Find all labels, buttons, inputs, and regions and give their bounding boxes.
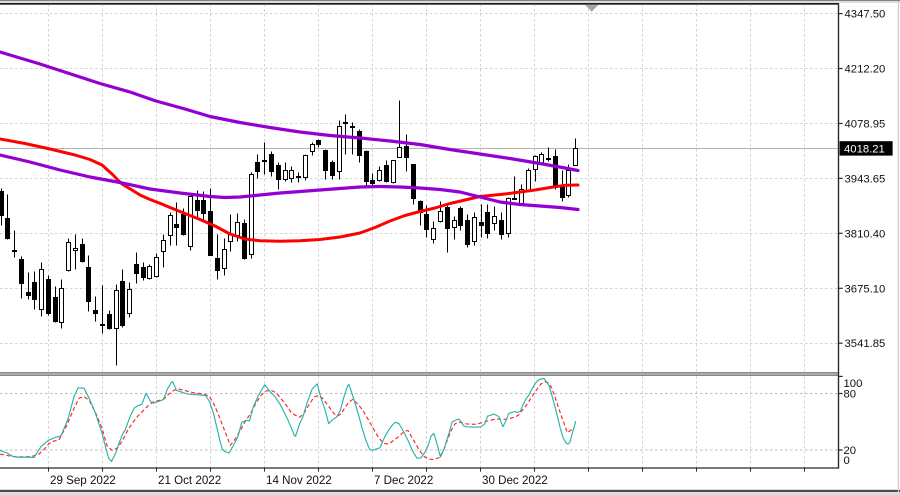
svg-text:3675.10: 3675.10 <box>845 283 886 295</box>
svg-text:3541.85: 3541.85 <box>845 338 886 350</box>
svg-text:14 Nov 2022: 14 Nov 2022 <box>266 474 332 487</box>
svg-text:3810.40: 3810.40 <box>845 228 886 240</box>
svg-text:0: 0 <box>844 455 850 467</box>
svg-text:4018.21: 4018.21 <box>844 143 885 155</box>
svg-text:4347.50: 4347.50 <box>845 9 886 21</box>
svg-text:20: 20 <box>844 445 857 457</box>
svg-text:100: 100 <box>844 378 863 390</box>
svg-text:29 Sep 2022: 29 Sep 2022 <box>50 474 116 487</box>
svg-text:80: 80 <box>844 389 857 401</box>
svg-text:30 Dec 2022: 30 Dec 2022 <box>482 474 548 487</box>
svg-text:7 Dec 2022: 7 Dec 2022 <box>374 474 433 487</box>
svg-text:3943.65: 3943.65 <box>845 173 886 185</box>
svg-text:4212.20: 4212.20 <box>845 64 886 76</box>
svg-text:21 Oct 2022: 21 Oct 2022 <box>158 474 221 487</box>
svg-text:4078.95: 4078.95 <box>845 119 886 131</box>
